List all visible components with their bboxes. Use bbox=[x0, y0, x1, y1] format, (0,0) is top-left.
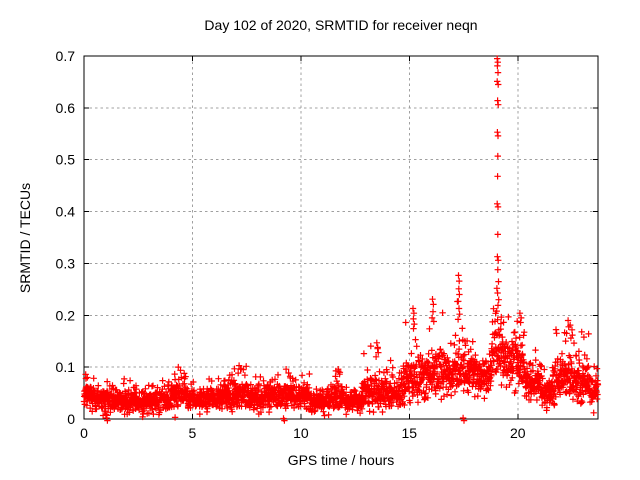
y-tick-label: 0.3 bbox=[56, 255, 76, 271]
y-tick-label: 0.6 bbox=[56, 100, 76, 116]
x-axis-label: GPS time / hours bbox=[287, 452, 395, 468]
y-tick-label: 0 bbox=[67, 411, 75, 427]
x-tick-label: 20 bbox=[510, 425, 526, 441]
x-tick-label: 5 bbox=[189, 425, 197, 441]
x-tick-label: 0 bbox=[80, 425, 88, 441]
chart-title: Day 102 of 2020, SRMTID for receiver neq… bbox=[204, 17, 478, 33]
y-axis-label: SRMTID / TECUs bbox=[17, 182, 33, 294]
y-tick-label: 0.7 bbox=[56, 48, 76, 64]
data-points bbox=[80, 55, 602, 424]
y-tick-label: 0.1 bbox=[56, 359, 76, 375]
x-tick-label: 10 bbox=[293, 425, 309, 441]
y-tick-label: 0.4 bbox=[56, 204, 76, 220]
x-tick-label: 15 bbox=[402, 425, 418, 441]
y-tick-label: 0.2 bbox=[56, 307, 76, 323]
y-tick-label: 0.5 bbox=[56, 152, 76, 168]
plot-border bbox=[83, 55, 599, 420]
